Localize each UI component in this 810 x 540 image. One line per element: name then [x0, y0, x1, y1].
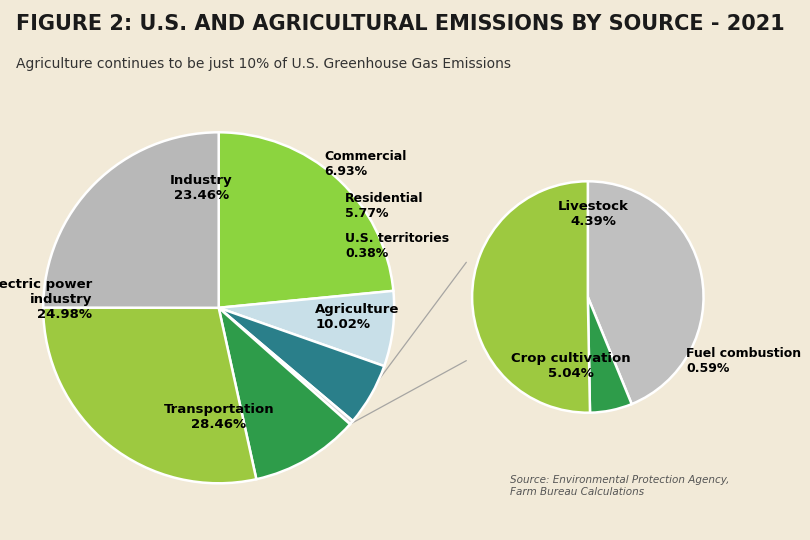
Text: Transportation
28.46%: Transportation 28.46% [164, 403, 274, 430]
Wedge shape [219, 308, 350, 479]
Wedge shape [219, 308, 353, 424]
Text: Agriculture
10.02%: Agriculture 10.02% [315, 302, 399, 330]
Text: Crop cultivation
5.04%: Crop cultivation 5.04% [510, 353, 630, 380]
Text: Electric power
industry
24.98%: Electric power industry 24.98% [0, 278, 92, 321]
Text: Industry
23.46%: Industry 23.46% [170, 174, 232, 202]
Text: Commercial
6.93%: Commercial 6.93% [324, 150, 407, 178]
Text: FIGURE 2: U.S. AND AGRICULTURAL EMISSIONS BY SOURCE - 2021: FIGURE 2: U.S. AND AGRICULTURAL EMISSION… [16, 14, 785, 33]
Text: Livestock
4.39%: Livestock 4.39% [558, 200, 629, 228]
Text: Source: Environmental Protection Agency,
Farm Bureau Calculations: Source: Environmental Protection Agency,… [510, 475, 730, 497]
Wedge shape [43, 308, 256, 483]
Text: Fuel combustion
0.59%: Fuel combustion 0.59% [686, 347, 801, 375]
Wedge shape [588, 181, 704, 404]
Text: Agriculture continues to be just 10% of U.S. Greenhouse Gas Emissions: Agriculture continues to be just 10% of … [16, 57, 511, 71]
Wedge shape [219, 132, 394, 308]
Wedge shape [588, 297, 632, 413]
Wedge shape [219, 308, 384, 421]
Text: U.S. territories
0.38%: U.S. territories 0.38% [345, 232, 450, 260]
Wedge shape [43, 132, 219, 308]
Wedge shape [472, 181, 590, 413]
Text: Residential
5.77%: Residential 5.77% [345, 192, 424, 220]
Wedge shape [219, 291, 394, 366]
